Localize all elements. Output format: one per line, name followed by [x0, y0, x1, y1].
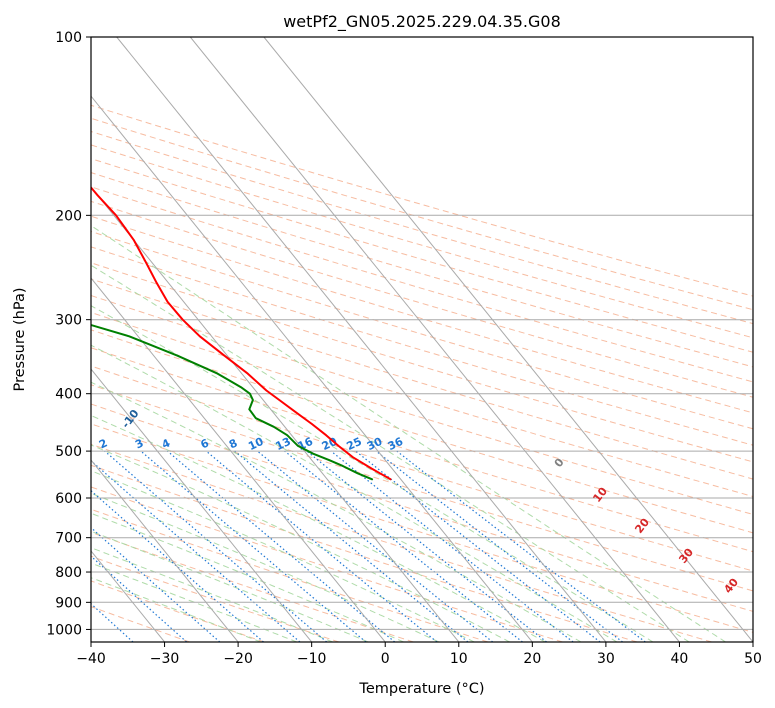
x-tick-label: −30 [150, 651, 180, 667]
dry-adiabat [91, 200, 753, 398]
background-lines [91, 37, 753, 642]
x-tick-label: −20 [223, 651, 253, 667]
x-tick-label: −40 [76, 651, 106, 667]
moist-adiabat [91, 305, 654, 642]
dry-adiabat [91, 172, 753, 368]
y-axis-title: Pressure (hPa) [12, 287, 28, 391]
dry-adiabat [91, 365, 753, 572]
dry-adiabat [91, 347, 753, 553]
plot-frame [90, 36, 754, 643]
y-axis: 100 200 300 400 500 600 700 800 900 1000 [46, 30, 91, 638]
y-tick-label: 1000 [46, 622, 82, 638]
dry-adiabat [91, 423, 753, 633]
mixing-ratio-label: 13 [274, 435, 293, 453]
dry-adiabat [91, 104, 753, 297]
moist-adiabat [91, 512, 404, 642]
temperature-profile [91, 185, 392, 481]
moist-adiabat [91, 547, 333, 642]
dry-adiabat [91, 464, 638, 642]
mixing-ratio-label: 16 [296, 435, 316, 453]
dry-adiabat [91, 278, 753, 480]
dry-adiabat [91, 215, 753, 414]
mixing-ratio-line [355, 450, 601, 642]
chart-title: wetPf2_GN05.2025.229.04.35.G08 [283, 12, 561, 32]
isotherm-line [189, 37, 680, 642]
y-tick-label: 500 [55, 444, 82, 460]
mixing-ratio-line [205, 450, 438, 642]
x-tick-label: 0 [381, 651, 390, 667]
mixing-ratio-label: 20 [320, 435, 340, 453]
y-tick-label: 800 [55, 565, 82, 581]
mixing-ratio-label: 1 [39, 436, 51, 451]
mixing-ratio-line [104, 450, 328, 642]
dry-adiabat [91, 246, 753, 446]
x-axis: −40 −30 −20 −10 0 10 20 30 40 50 [76, 642, 762, 667]
x-tick-label: 20 [523, 651, 541, 667]
isotherm-line [91, 368, 313, 642]
mixing-ratio-label: 25 [345, 435, 364, 453]
mixing-ratio-line [91, 459, 301, 642]
isotherm-line [116, 37, 607, 642]
isotherm-labels: -100-90-80-70-60-50-40-30-20-10010203040… [0, 407, 741, 596]
isotherm-line [91, 277, 386, 642]
series-layer [91, 185, 392, 481]
mixing-ratio-label: 10 [246, 435, 266, 453]
mixing-ratio-line [234, 450, 469, 642]
dry-adiabat [91, 531, 414, 642]
y-tick-label: 700 [55, 531, 82, 547]
y-tick-label: 900 [55, 595, 82, 611]
mixing-ratio-line [140, 450, 367, 642]
x-tick-label: 30 [597, 651, 615, 667]
x-tick-label: −10 [297, 651, 327, 667]
y-tick-label: 100 [55, 30, 82, 46]
x-axis-title: Temperature (°C) [358, 681, 484, 697]
x-tick-label: 10 [450, 651, 468, 667]
mixing-ratio-line [375, 450, 623, 642]
y-tick-label: 600 [55, 491, 82, 507]
y-tick-label: 300 [55, 313, 82, 329]
dry-adiabat [91, 486, 563, 642]
mixing-ratio-line [91, 555, 188, 642]
dry-adiabat [91, 403, 753, 612]
mixing-ratio-label: 36 [386, 435, 406, 453]
isotherm-line [91, 459, 239, 642]
isotherm-line [91, 186, 460, 642]
mixing-ratio-label: 30 [365, 435, 385, 453]
mixing-ratio-label: 0.6 [0, 434, 16, 454]
x-tick-label: 40 [671, 651, 689, 667]
plot-background [91, 37, 753, 642]
isotherm-line [263, 37, 753, 642]
dry-adiabat [91, 130, 753, 325]
y-tick-label: 200 [55, 208, 82, 224]
dry-adiabat [91, 158, 753, 353]
y-tick-label: 400 [55, 387, 82, 403]
moist-adiabat [91, 492, 440, 642]
dry-adiabat [91, 384, 753, 592]
isotherm-line [91, 95, 533, 642]
moist-adiabat [91, 381, 582, 642]
dewpoint-profile [91, 323, 374, 481]
moist-adiabat [91, 444, 510, 642]
x-tick-label: 50 [744, 651, 762, 667]
mixing-ratio-line [284, 450, 523, 642]
moist-adiabat [91, 224, 726, 642]
